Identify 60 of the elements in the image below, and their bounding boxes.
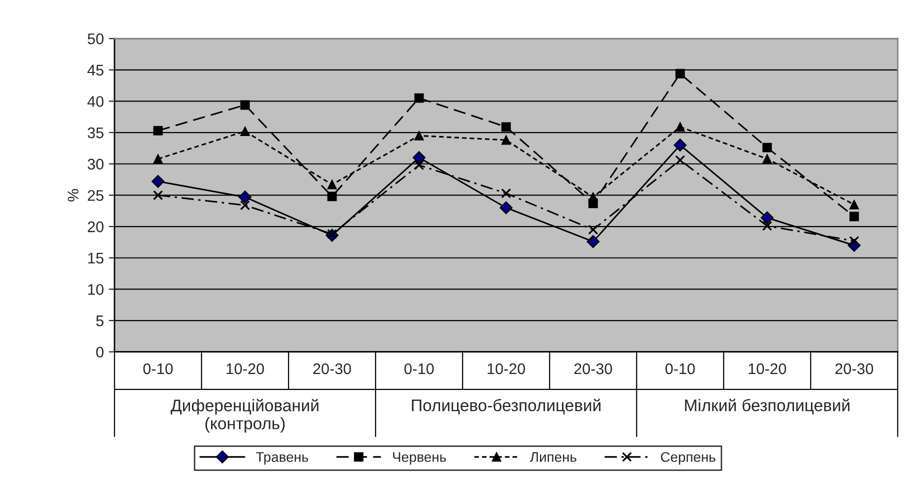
point [675, 68, 685, 78]
point [240, 200, 250, 210]
point [674, 138, 687, 152]
point [762, 220, 772, 231]
point [762, 154, 772, 164]
legend-label: Червень [393, 452, 446, 465]
point [414, 160, 424, 170]
text: Полицево-безполицевий [412, 398, 600, 414]
x-tick-label: 20-30 [313, 363, 351, 374]
point [153, 190, 164, 200]
point [849, 212, 859, 222]
point [240, 100, 250, 110]
y-tick-label: 5 [96, 316, 104, 326]
point [586, 235, 600, 248]
legend-label: Травень [256, 452, 308, 465]
point [153, 126, 163, 136]
y-tick-label: 50 [88, 33, 104, 44]
y-tick-label: 35 [88, 127, 104, 138]
point [588, 192, 598, 202]
x-tick-label: 20-30 [574, 363, 612, 374]
y-axis-title: % [68, 188, 78, 202]
point [414, 93, 424, 103]
point [501, 188, 512, 198]
point [675, 155, 686, 166]
y-tick-label: 0 [96, 346, 104, 358]
x-tick-label: 0-10 [404, 363, 434, 374]
point [760, 211, 774, 224]
point [153, 154, 163, 164]
point [238, 190, 252, 204]
legend-label: Липень [530, 452, 576, 462]
point [849, 200, 859, 210]
point [588, 224, 598, 235]
point [412, 151, 426, 164]
x-tick-label: 0-10 [665, 363, 695, 374]
y-tick-label: 25 [88, 190, 104, 201]
point [327, 180, 337, 190]
point [501, 135, 511, 145]
x-tick-label: 10-20 [488, 363, 526, 374]
point [414, 130, 424, 140]
point [849, 236, 860, 246]
x-tick-label: 20-30 [835, 363, 874, 374]
y-tick-label: 20 [88, 221, 104, 232]
y-tick-label: 40 [87, 96, 104, 107]
y-tick-label: 10 [88, 284, 104, 295]
text: Диференційований (контроль) [170, 398, 318, 433]
y-tick-label: 30 [88, 158, 104, 170]
point [675, 122, 685, 132]
point [501, 122, 511, 132]
text: Мілкий безполицевий [685, 398, 850, 414]
point [152, 174, 164, 188]
x-tick-label: 0-10 [143, 363, 173, 374]
point [240, 126, 250, 136]
x-tick-label: 10-20 [226, 363, 264, 374]
x-tick-label: 10-20 [748, 363, 786, 374]
y-tick-label: 15 [88, 252, 104, 264]
y-tick-label: 45 [87, 64, 104, 76]
point [762, 142, 772, 152]
legend-label: Серпень [660, 452, 716, 465]
point [500, 201, 513, 214]
point [327, 192, 337, 202]
